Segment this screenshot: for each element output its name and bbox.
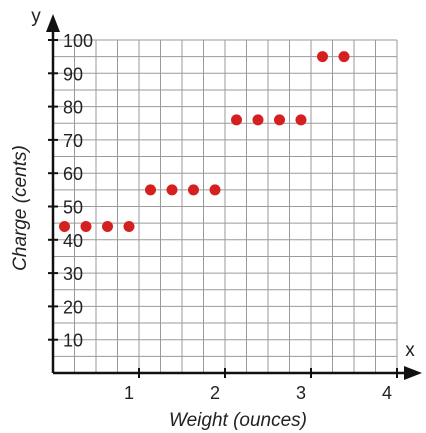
data-point: [317, 51, 328, 63]
y-axis-arrow: [46, 14, 60, 32]
y-tick-label: 40: [63, 231, 83, 251]
x-tick-labels: 1 2 3 4: [124, 383, 392, 403]
y-tick-label: 90: [63, 64, 83, 84]
grid: [53, 39, 398, 373]
data-point: [59, 220, 70, 232]
y-tick-label: 50: [63, 198, 83, 218]
data-point: [209, 184, 221, 196]
y-tick-label: 10: [63, 331, 83, 351]
x-tick-label: 2: [210, 383, 220, 403]
data-point: [188, 184, 199, 196]
y-axis-letter: y: [31, 6, 41, 27]
data-point: [123, 220, 135, 232]
x-tick-label: 3: [296, 383, 306, 403]
x-axis-letter: x: [405, 340, 415, 361]
data-point: [295, 114, 307, 126]
y-tick-label: 100: [63, 31, 93, 51]
data-points: [59, 51, 350, 232]
y-axis-title: Charge (cents): [10, 145, 31, 271]
data-point: [102, 220, 113, 232]
y-tick-label: 30: [63, 264, 83, 284]
data-point: [166, 184, 178, 196]
data-point: [231, 114, 242, 126]
data-point: [80, 220, 92, 232]
axes: [46, 14, 422, 380]
x-tick-label: 4: [382, 383, 392, 403]
tick-marks: [48, 39, 398, 378]
y-tick-label: 80: [63, 98, 83, 118]
data-point: [274, 114, 285, 126]
x-tick-label: 1: [124, 383, 134, 403]
x-axis-title: Weight (ounces): [169, 410, 307, 431]
data-point: [145, 184, 156, 196]
x-axis-arrow: [404, 366, 422, 380]
y-tick-label: 60: [63, 164, 83, 184]
data-point: [338, 51, 350, 63]
data-point: [252, 114, 264, 126]
y-tick-labels: 10 20 30 40 50 60 70 80 90 100: [63, 31, 93, 351]
y-tick-label: 20: [63, 297, 83, 317]
y-tick-label: 70: [63, 131, 83, 151]
